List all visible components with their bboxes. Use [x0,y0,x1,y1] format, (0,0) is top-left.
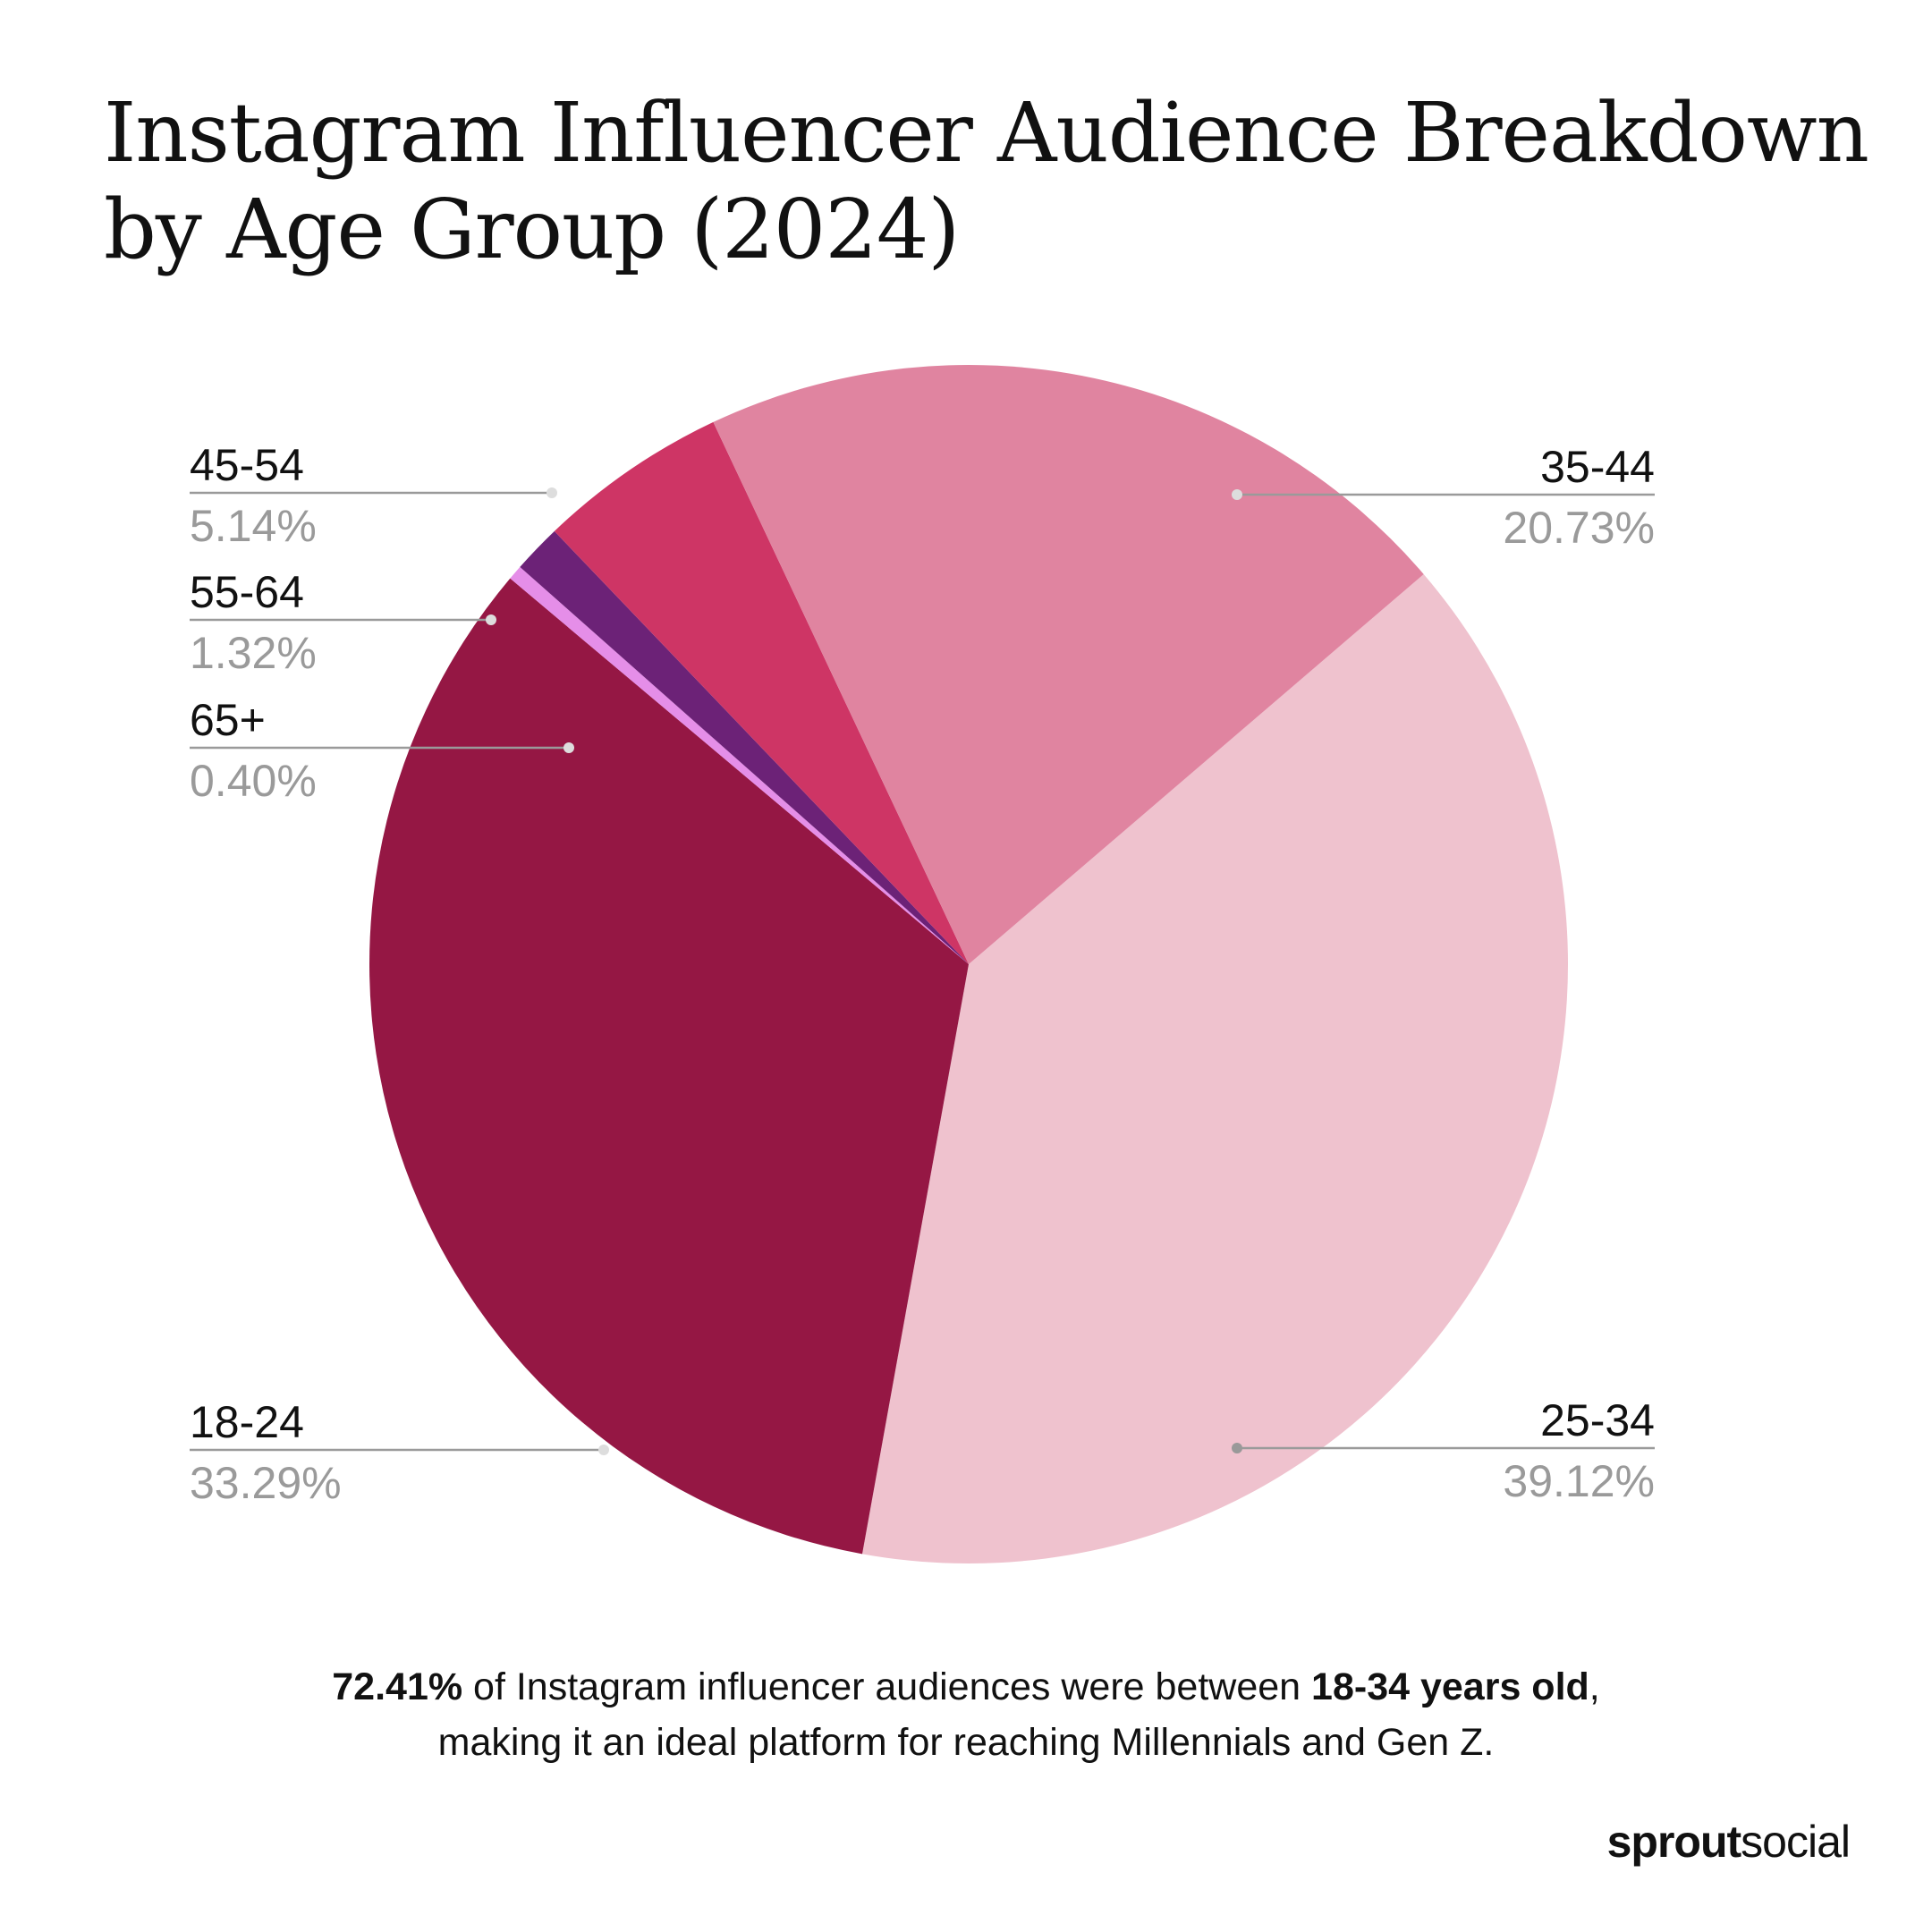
leader-dot [1232,489,1242,500]
pie-slice-45-54 [554,421,969,964]
pie-slice-18-24 [369,578,969,1555]
slice-label-value: 5.14% [190,501,317,551]
sprout-social-logo: sproutsocial [1606,1816,1851,1868]
pie-slice-65plus [510,566,969,964]
leader-dot [1232,1443,1242,1453]
leader-dot [547,487,557,498]
leader-dot [598,1445,609,1455]
slice-label-65plus: 65+ 0.40% [190,695,574,806]
summary-text-1: of Instagram influencer audiences were b… [462,1665,1312,1708]
chart-title-line-2: by Age Group (2024) [104,182,960,277]
slice-label-name: 18-24 [190,1397,304,1447]
slice-label-name: 25-34 [1540,1395,1655,1445]
slice-label-name: 35-44 [1540,442,1655,492]
slice-label-35-44: 35-44 20.73% [1232,442,1655,553]
slice-label-value: 39.12% [1503,1456,1655,1506]
slice-label-value: 20.73% [1503,503,1655,553]
pie-slice-25-34 [861,573,1569,1564]
slice-label-name: 55-64 [190,567,304,617]
slice-label-18-24: 18-24 33.29% [190,1397,609,1508]
summary-text: 72.41% of Instagram influencer audiences… [0,1659,1932,1770]
slice-label-name: 65+ [190,695,266,745]
logo-sprout: sprout [1606,1817,1742,1867]
slice-label-value: 0.40% [190,756,317,806]
logo-social: social [1741,1817,1851,1867]
leader-dot [486,614,496,625]
summary-line-1: 72.41% of Instagram influencer audiences… [0,1659,1932,1715]
slice-label-value: 1.32% [190,628,317,678]
pie-labels: 25-34 39.12% 18-24 33.29% 65+ 0.40% 55-64 1.32%… [190,440,1655,1508]
chart-title-line-1: Instagram Influencer Audience Breakdown [104,85,1869,181]
leader-dot [564,742,574,753]
slice-label-55-64: 55-64 1.32% [190,567,496,678]
summary-text-2: , [1589,1665,1600,1708]
summary-line-2: making it an ideal platform for reaching… [437,1721,1495,1764]
pie-slice-35-44 [713,365,1424,964]
pie-slices [369,365,1569,1564]
chart-title: Instagram Influencer Audience Breakdown … [104,85,1893,278]
summary-highlight-percent: 72.41% [332,1665,463,1708]
slice-label-45-54: 45-54 5.14% [190,440,557,551]
slice-label-name: 45-54 [190,440,304,490]
slice-label-value: 33.29% [190,1458,342,1508]
slice-label-25-34: 25-34 39.12% [1232,1395,1655,1506]
summary-highlight-age: 18-34 years old [1311,1665,1589,1708]
pie-slice-55-64 [520,530,969,964]
